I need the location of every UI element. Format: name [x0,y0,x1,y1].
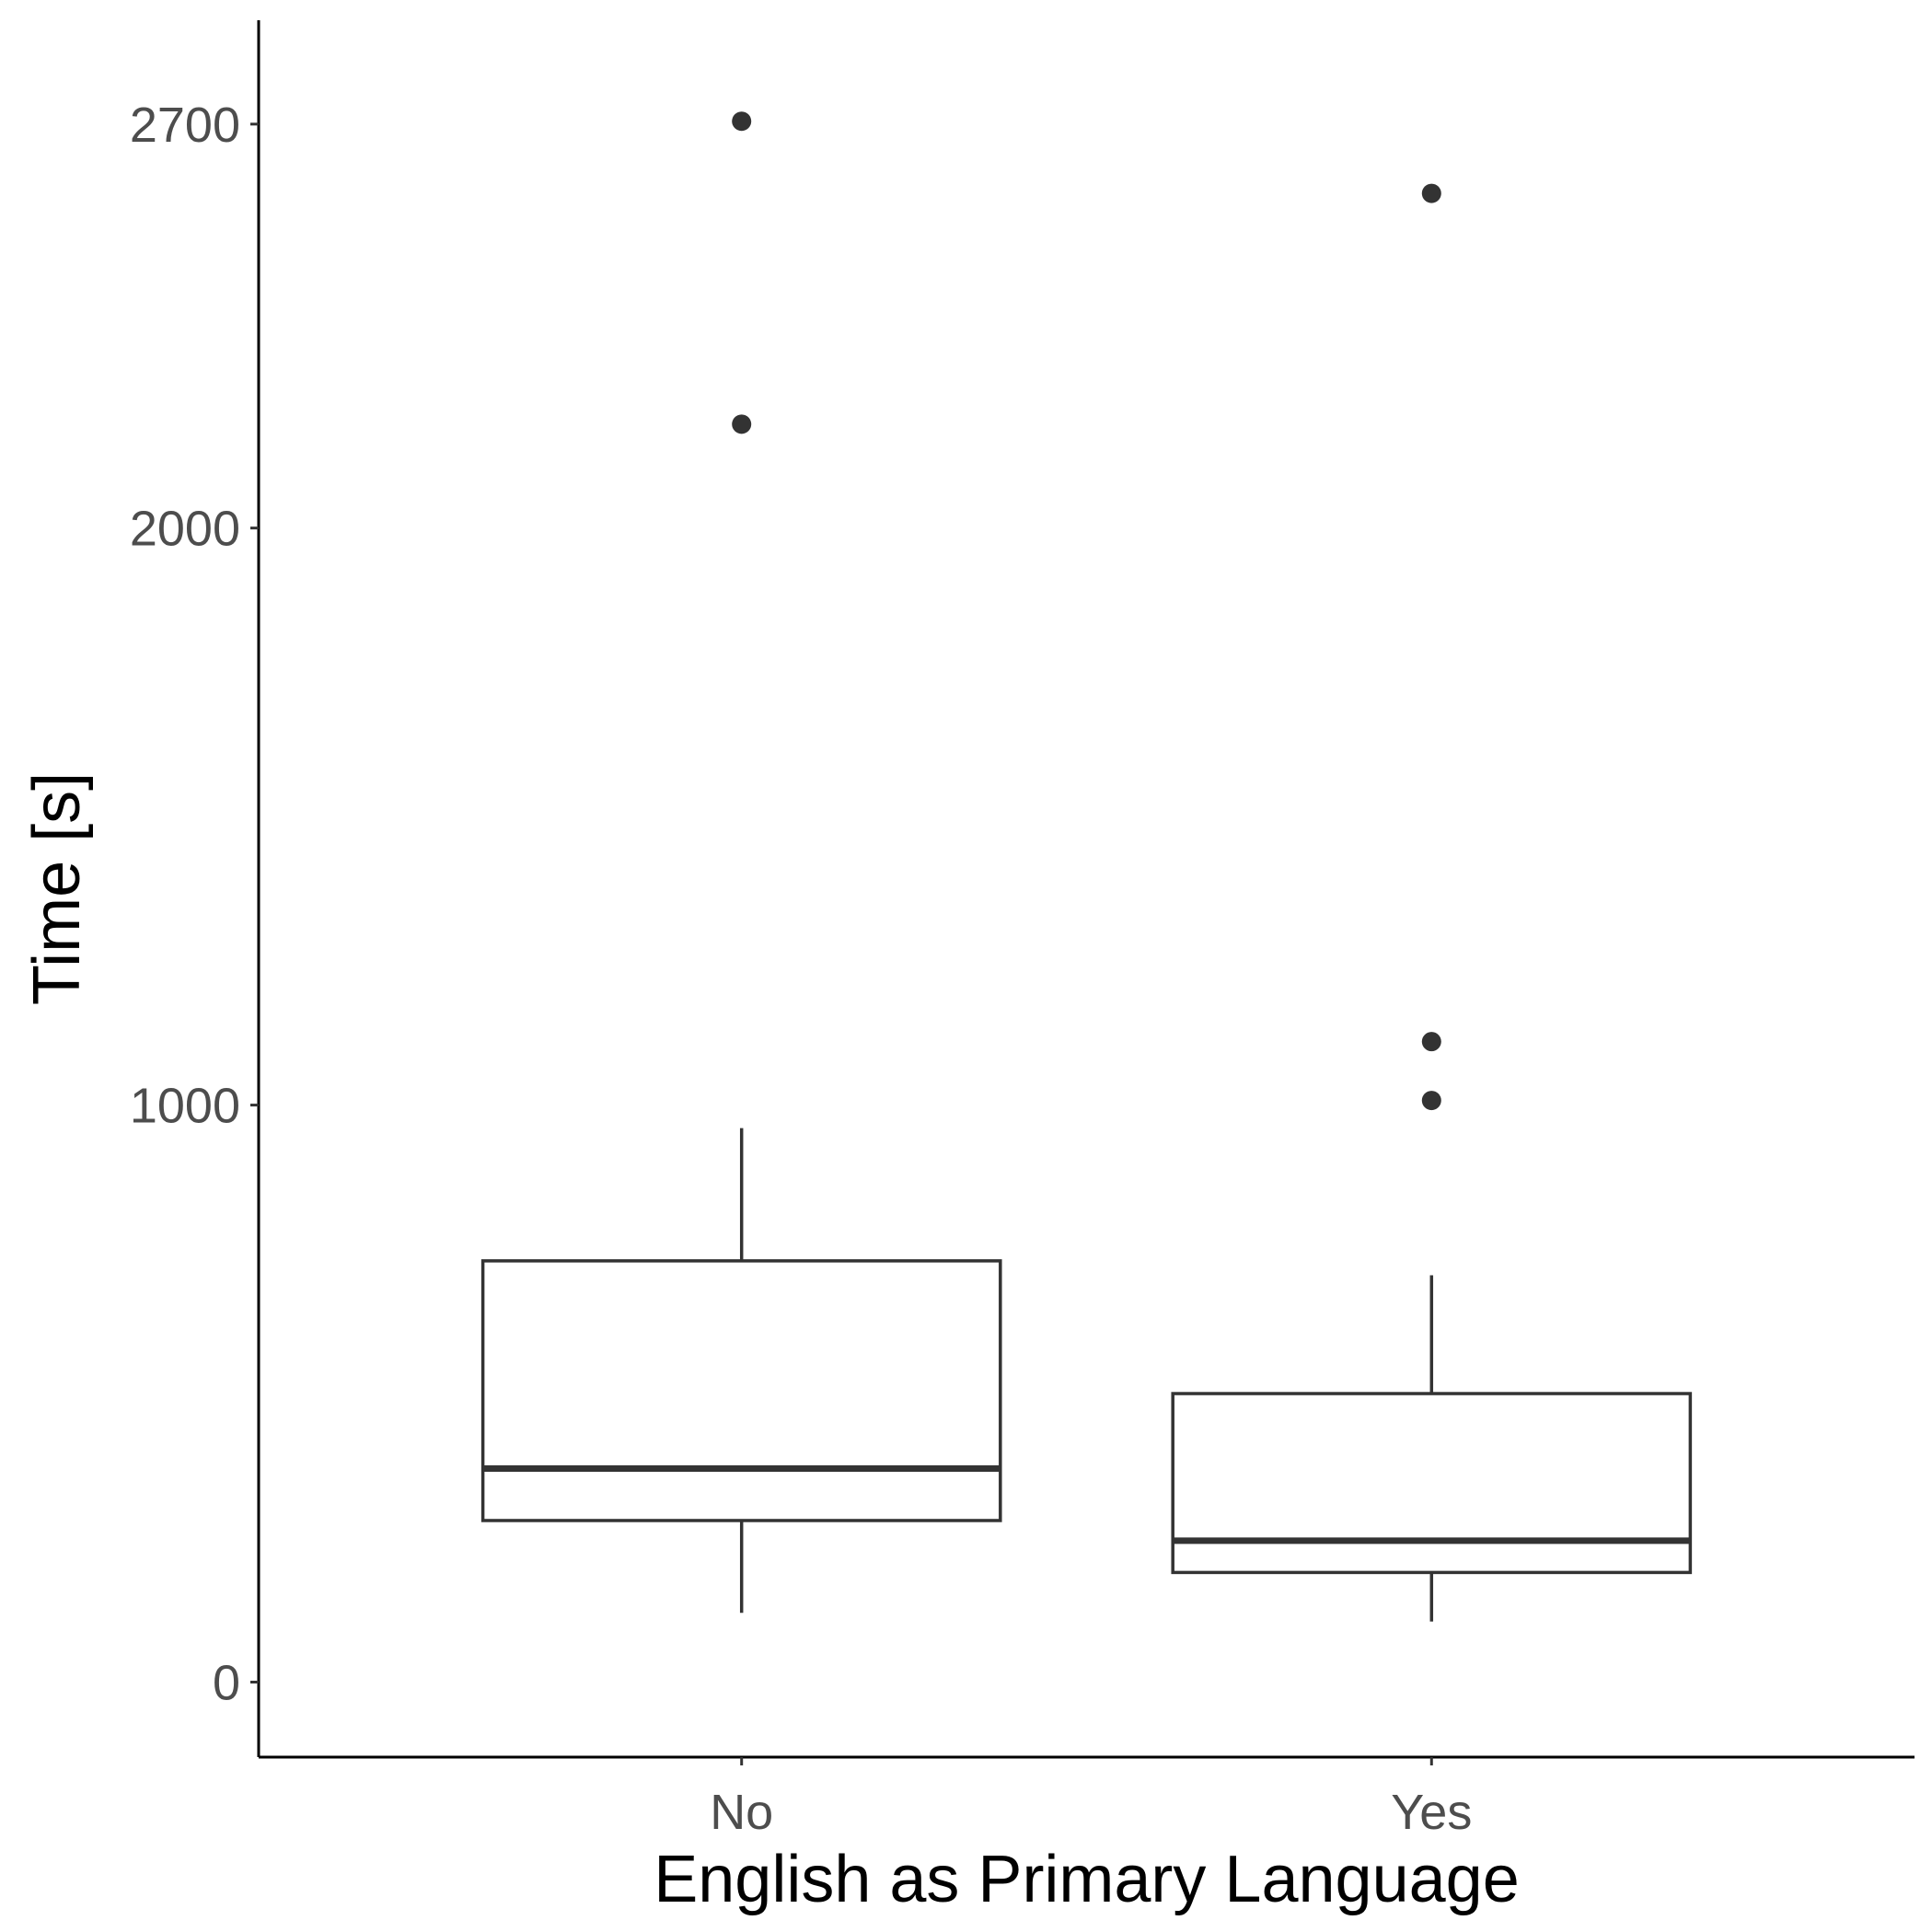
outlier-point-yes-2 [1421,1032,1441,1052]
y-axis-title: Time [s] [20,772,94,1005]
box-yes [1171,1392,1693,1575]
x-tick-label-no: No [710,1785,773,1840]
x-axis-title: English as Primary Language [654,1843,1520,1916]
y-tick-label-2700: 2700 [130,98,240,153]
outlier-point-no-1 [732,414,752,434]
plot-marks [480,111,1693,1622]
x-tick-label-yes: Yes [1391,1785,1472,1840]
y-tick-label-1000: 1000 [130,1079,240,1134]
box-no [480,1259,1002,1522]
y-tick-label-0: 0 [213,1656,240,1711]
outlier-point-yes-1 [1421,1091,1441,1111]
outlier-point-no-2 [732,111,752,132]
x-axis: No Yes [259,1755,1915,1840]
outlier-point-yes-3 [1421,183,1441,203]
y-tick-label-2000: 2000 [130,502,240,557]
y-axis: 0 1000 2000 2700 [130,20,260,1757]
